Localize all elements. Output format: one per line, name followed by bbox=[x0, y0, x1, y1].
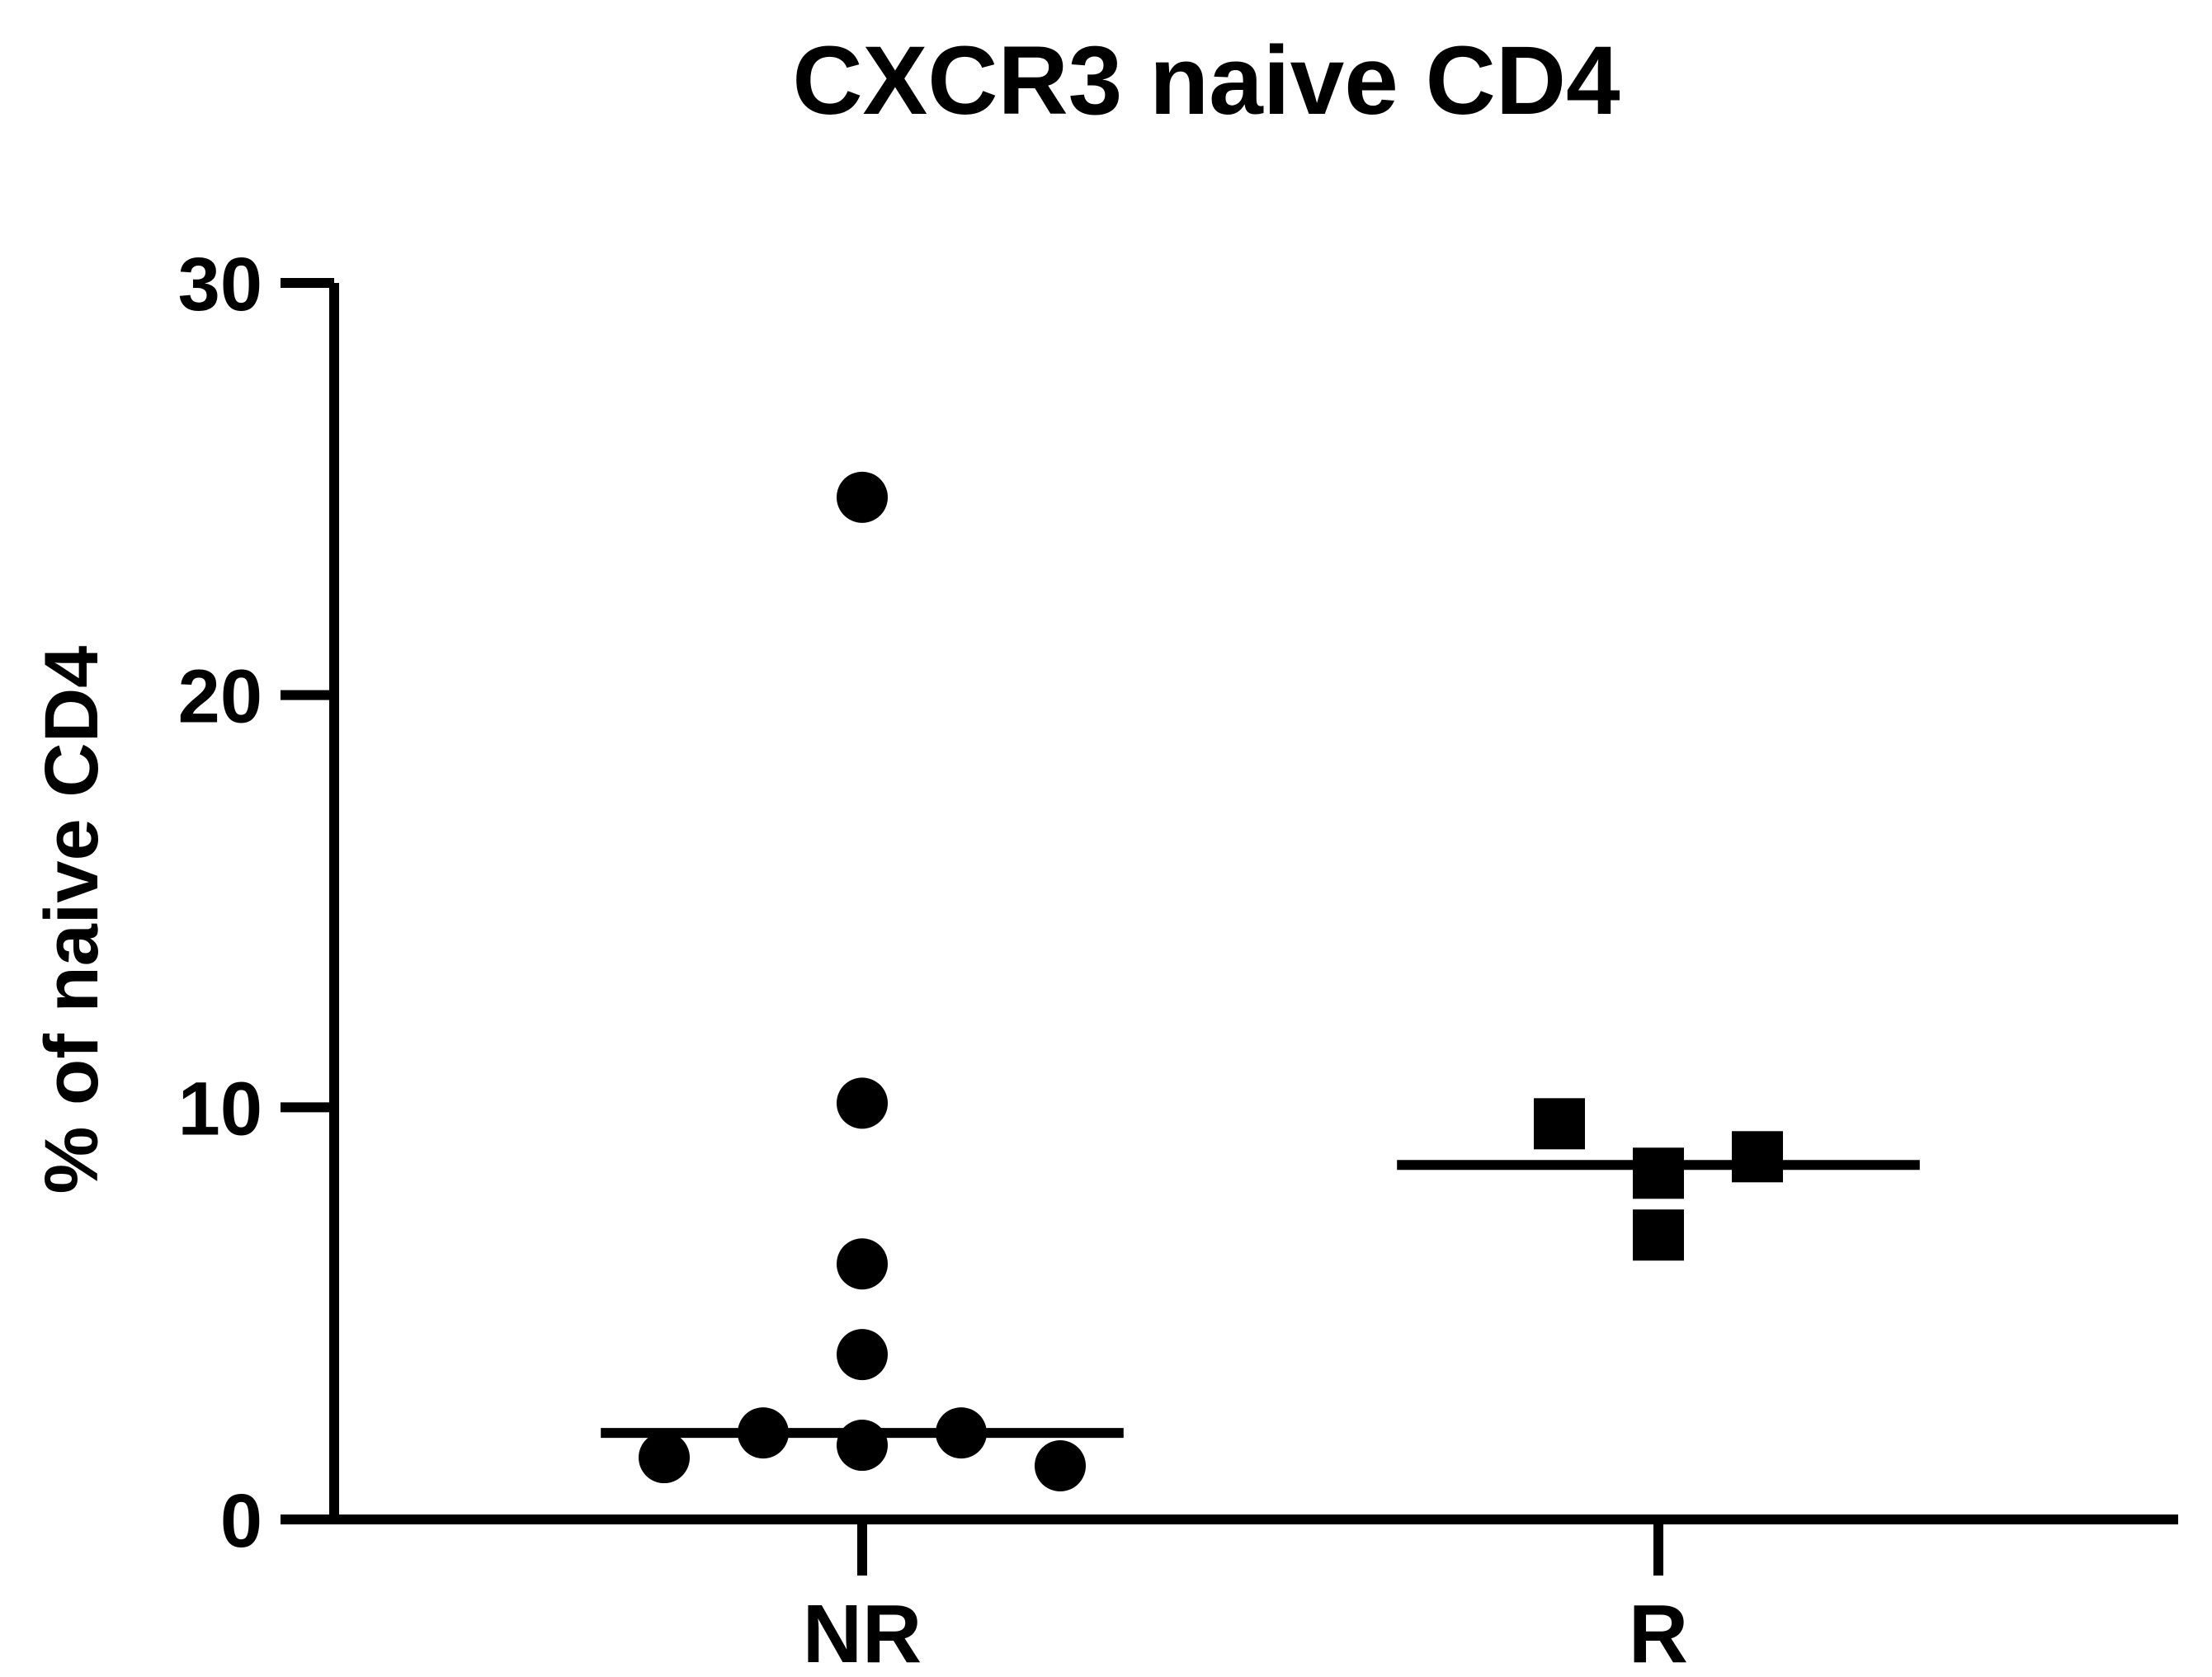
chart-title: CXCR3 naive CD4 bbox=[792, 26, 1620, 135]
data-point-r bbox=[1633, 1147, 1684, 1199]
data-points bbox=[639, 471, 1783, 1492]
y-ticks: 0 10 20 30 bbox=[178, 243, 334, 1563]
x-tick-label-r: R bbox=[1629, 1588, 1688, 1673]
data-point-r bbox=[1732, 1131, 1783, 1183]
data-point-nr bbox=[1035, 1440, 1086, 1492]
x-ticks: NR R bbox=[803, 1519, 1688, 1677]
data-point-nr bbox=[837, 471, 888, 523]
data-point-nr bbox=[837, 1329, 888, 1381]
median-lines bbox=[601, 1160, 1920, 1439]
data-point-r bbox=[1534, 1098, 1585, 1150]
data-point-nr bbox=[936, 1407, 987, 1459]
data-point-nr bbox=[837, 1077, 888, 1129]
y-tick-label: 10 bbox=[178, 1067, 262, 1151]
data-point-nr bbox=[837, 1420, 888, 1472]
y-tick-label: 0 bbox=[220, 1479, 262, 1563]
x-tick-label-nr: NR bbox=[803, 1588, 922, 1673]
y-axis-label: % of naive CD4 bbox=[30, 646, 114, 1194]
data-point-nr bbox=[837, 1238, 888, 1290]
y-tick-label: 20 bbox=[178, 655, 262, 739]
y-tick-label: 30 bbox=[178, 243, 262, 327]
data-point-nr bbox=[639, 1432, 690, 1484]
data-point-nr bbox=[738, 1407, 789, 1459]
data-point-r bbox=[1633, 1209, 1684, 1261]
